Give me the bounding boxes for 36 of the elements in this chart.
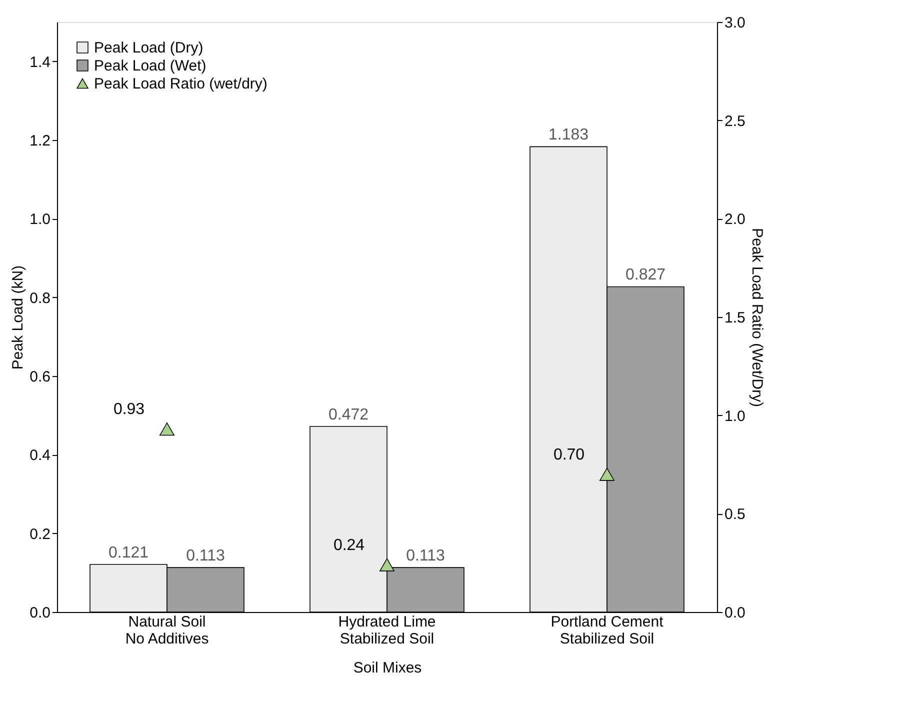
data-label: 0.472 bbox=[328, 406, 369, 424]
y-tick-label: 1.2 bbox=[30, 132, 50, 150]
y-axis-title: Peak Load (kN) bbox=[10, 265, 27, 370]
legend-label: Peak Load (Wet) bbox=[94, 58, 206, 74]
x-tick-label: Hydrated Lime Stabilized Soil bbox=[338, 614, 436, 648]
point bbox=[600, 468, 614, 481]
y-tick-label: 0.6 bbox=[30, 368, 50, 386]
data-label: 0.24 bbox=[333, 536, 365, 554]
legend-label: Peak Load (Dry) bbox=[94, 40, 204, 56]
data-label: 0.70 bbox=[553, 446, 585, 464]
y2-tick-label: 0.0 bbox=[724, 604, 746, 622]
data-label: 1.183 bbox=[548, 126, 589, 144]
x-axis-title: Soil Mixes bbox=[353, 660, 422, 676]
y2-axis-title: Peak Load Ratio (Wet/Dry) bbox=[748, 228, 766, 407]
point bbox=[160, 422, 174, 436]
data-label: 0.113 bbox=[186, 548, 226, 565]
y-tick-label: 0.8 bbox=[30, 290, 50, 307]
y-tick-label: 1.0 bbox=[30, 211, 50, 228]
y-tick-label: 1.4 bbox=[30, 54, 50, 71]
x-tick-label: Natural Soil No Additives bbox=[125, 614, 209, 648]
data-label: 0.93 bbox=[113, 401, 145, 418]
data-label: 0.121 bbox=[108, 544, 149, 562]
y2-tick-label: 2.0 bbox=[724, 211, 746, 228]
y-tick-label: 0.0 bbox=[30, 604, 50, 622]
y2-tick-label: 0.5 bbox=[724, 506, 746, 524]
y-tick-label: 0.2 bbox=[30, 526, 50, 543]
x-tick-label: Portland Cement Stabilized Soil bbox=[550, 614, 664, 648]
y2-tick-label: 2.5 bbox=[724, 112, 746, 130]
y2-tick-label: 1.5 bbox=[724, 310, 746, 326]
y2-tick-label: 3.0 bbox=[724, 14, 746, 32]
data-label: 0.113 bbox=[406, 548, 446, 565]
data-label: 0.827 bbox=[625, 266, 666, 284]
point bbox=[380, 558, 394, 572]
legend-label: Peak Load Ratio (wet/dry) bbox=[94, 76, 268, 92]
y2-tick-label: 1.0 bbox=[724, 408, 746, 425]
y-tick-label: 0.4 bbox=[30, 447, 50, 464]
